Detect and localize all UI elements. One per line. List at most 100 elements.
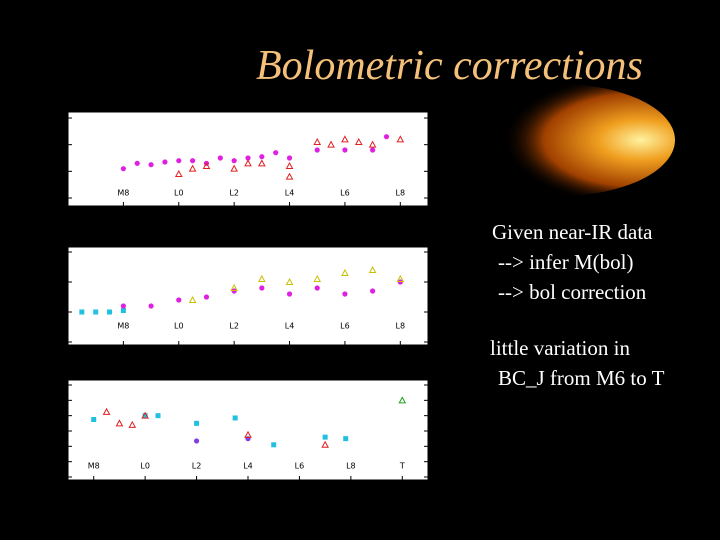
point [120, 166, 126, 172]
point [176, 158, 182, 164]
point [193, 438, 200, 444]
point [383, 134, 390, 140]
point [327, 140, 335, 148]
point [342, 147, 348, 153]
point [155, 413, 161, 419]
point [230, 164, 238, 172]
y-tick-label: 2 [59, 411, 64, 420]
y-tick-label: 1.4 [51, 457, 64, 466]
x-tick-label: L6 [295, 462, 305, 471]
y-tick-label: 2.2 [51, 396, 64, 405]
x-tick-label: M8 [117, 189, 129, 198]
point [202, 161, 211, 169]
point [314, 285, 320, 291]
x-tick-label: L0 [174, 322, 184, 331]
point [188, 164, 197, 172]
plot-area [67, 379, 429, 481]
point [91, 417, 97, 422]
x-tick-label: L0 [140, 462, 150, 471]
point [285, 161, 294, 169]
y-tick-label: 4 [59, 140, 64, 149]
x-tick-label: L2 [229, 322, 239, 331]
point [396, 135, 405, 143]
point [313, 274, 322, 282]
point [271, 442, 277, 448]
x-tick-label: L6 [340, 189, 350, 198]
point [342, 291, 348, 297]
x-tick-label: M8 [117, 322, 129, 331]
point [244, 159, 252, 167]
point [370, 288, 376, 294]
point [93, 309, 99, 315]
x-tick-label: L0 [174, 189, 184, 198]
plot-area [67, 246, 429, 346]
point [148, 303, 154, 309]
point [322, 434, 328, 440]
point [120, 308, 126, 313]
note: Given near-IR data [492, 220, 653, 244]
y-tick-label: 3 [59, 248, 64, 257]
point [286, 291, 293, 297]
point [231, 158, 237, 164]
point [354, 137, 363, 145]
point [174, 169, 183, 177]
note: --> infer M(bol) [498, 250, 634, 274]
point [313, 137, 322, 145]
point [259, 285, 265, 291]
point [258, 159, 266, 167]
point [259, 154, 265, 160]
note: little variation in [490, 336, 630, 360]
y-tick-label: 3 [59, 167, 64, 176]
y-axis-label: (J−K) [40, 286, 49, 307]
point [134, 160, 140, 166]
point [194, 420, 200, 426]
point [232, 415, 238, 421]
point [273, 150, 279, 156]
y-tick-label: 2.4 [51, 381, 64, 390]
note: --> bol correction [498, 280, 647, 304]
point [148, 162, 154, 168]
y-axis-label: BC_J [40, 421, 49, 438]
point [341, 135, 349, 143]
point [286, 155, 293, 161]
x-axis-label: Spectral type [221, 229, 275, 238]
point [203, 294, 210, 300]
y-tick-label: 1.8 [51, 427, 64, 436]
point [285, 277, 294, 285]
y-tick-label: 2 [59, 278, 64, 287]
y-tick-label: 1.6 [51, 442, 64, 451]
x-tick-label: L2 [192, 462, 202, 471]
y-tick-label: 0 [59, 338, 64, 347]
x-tick-label: L8 [396, 189, 406, 198]
point [141, 411, 149, 419]
y-axis-label: (I−J) [40, 150, 49, 168]
point [217, 155, 223, 161]
x-axis-label: Spectral type [221, 485, 275, 494]
point [368, 265, 377, 273]
x-tick-label: M8 [88, 462, 100, 471]
point [396, 274, 405, 282]
point [142, 413, 148, 419]
x-tick-label: L4 [243, 462, 253, 471]
x-tick-label: L2 [229, 189, 239, 198]
y-tick-label: 1 [59, 308, 64, 317]
point [162, 159, 168, 165]
x-tick-label: L4 [285, 322, 295, 331]
slide-title: Bolometric corrections [256, 43, 643, 89]
point [343, 436, 349, 442]
point [398, 396, 407, 404]
point [120, 303, 126, 309]
x-tick-label: T [399, 462, 405, 471]
point [107, 309, 113, 315]
point [230, 283, 238, 291]
point [176, 297, 182, 303]
point [79, 309, 85, 315]
decoration [445, 84, 675, 196]
point [245, 155, 251, 161]
y-tick-label: 1.2 [51, 473, 64, 482]
point [314, 147, 320, 153]
point [258, 274, 266, 282]
point [370, 147, 376, 153]
